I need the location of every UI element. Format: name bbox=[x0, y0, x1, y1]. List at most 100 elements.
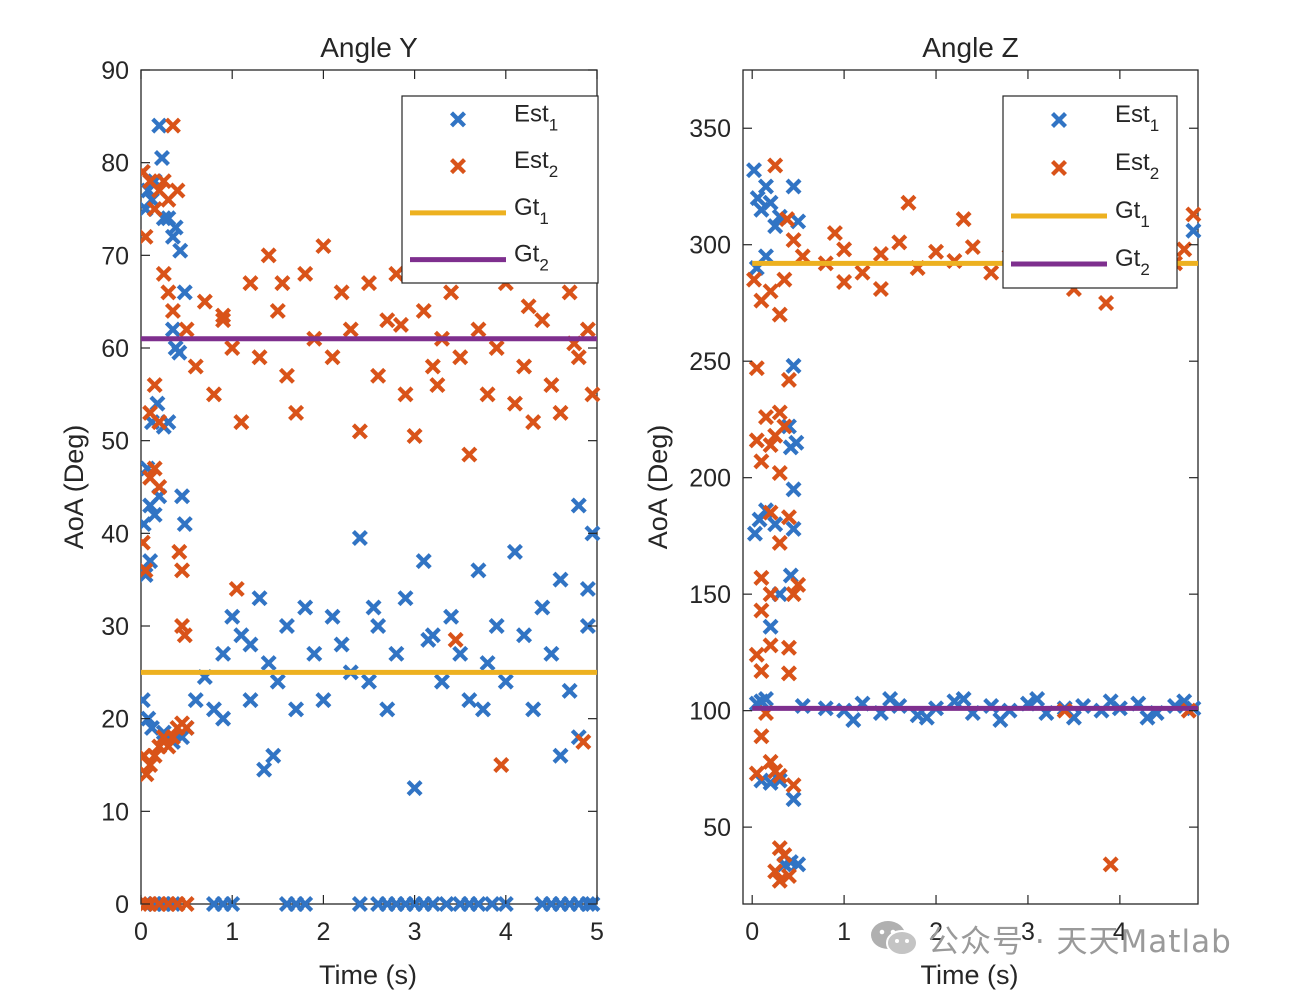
data-point bbox=[164, 302, 181, 319]
data-point bbox=[278, 618, 295, 634]
data-point bbox=[452, 645, 469, 662]
legend-marker-est1 bbox=[1051, 112, 1067, 128]
data-point bbox=[771, 767, 788, 784]
data-point bbox=[164, 117, 181, 134]
data-point bbox=[762, 618, 779, 635]
data-point bbox=[780, 639, 797, 656]
data-point bbox=[470, 562, 487, 579]
data-point bbox=[780, 371, 797, 388]
data-point bbox=[506, 395, 523, 412]
data-point bbox=[762, 194, 779, 211]
data-point bbox=[753, 602, 770, 619]
data-point bbox=[151, 117, 168, 134]
data-point bbox=[776, 847, 793, 864]
data-point bbox=[176, 627, 193, 644]
data-point bbox=[461, 692, 478, 709]
data-point bbox=[415, 302, 432, 319]
data-point bbox=[142, 553, 159, 570]
data-point bbox=[854, 264, 871, 281]
chart-title: Angle Y bbox=[320, 32, 418, 63]
data-point bbox=[443, 284, 460, 301]
data-point bbox=[780, 665, 797, 682]
data-point bbox=[964, 239, 981, 256]
data-point bbox=[178, 719, 195, 736]
data-point bbox=[443, 608, 460, 625]
data-point bbox=[397, 590, 414, 607]
data-point bbox=[488, 340, 505, 356]
data-point bbox=[584, 386, 601, 403]
data-point bbox=[579, 618, 596, 634]
data-point bbox=[146, 201, 163, 217]
data-point bbox=[748, 432, 765, 449]
data-point bbox=[306, 645, 323, 662]
data-point bbox=[164, 729, 181, 746]
data-point bbox=[242, 275, 259, 292]
data-point bbox=[1185, 206, 1202, 223]
data-point bbox=[771, 465, 788, 482]
data-point bbox=[836, 241, 853, 258]
data-point bbox=[324, 349, 341, 366]
data-point bbox=[452, 349, 469, 366]
data-point bbox=[288, 404, 305, 421]
data-point bbox=[315, 238, 332, 255]
data-point bbox=[767, 516, 784, 533]
data-point bbox=[142, 757, 159, 773]
data-layer bbox=[746, 157, 1202, 889]
data-point bbox=[785, 520, 802, 537]
data-point bbox=[488, 618, 505, 634]
y-tick-label: 300 bbox=[689, 232, 731, 260]
y-tick-label: 20 bbox=[101, 706, 129, 734]
data-point bbox=[315, 692, 332, 709]
data-point bbox=[767, 157, 784, 174]
data-point bbox=[424, 358, 441, 375]
data-point bbox=[794, 248, 811, 265]
data-point bbox=[785, 777, 802, 794]
data-point bbox=[579, 896, 596, 912]
wechat-icon bbox=[871, 921, 918, 956]
data-point bbox=[749, 190, 766, 207]
data-point bbox=[520, 298, 537, 315]
data-point bbox=[297, 896, 314, 912]
data-point bbox=[525, 701, 542, 718]
data-point bbox=[561, 284, 578, 301]
data-point bbox=[406, 428, 423, 445]
legend-label-subscript: 1 bbox=[1140, 212, 1149, 231]
data-point bbox=[379, 312, 396, 329]
data-point bbox=[351, 896, 368, 912]
legend-label-subscript: 2 bbox=[549, 162, 558, 181]
legend-label-subscript: 2 bbox=[1140, 260, 1149, 279]
chart-angle-z: 0 1 2 3 4 50 100 150 200 250 300 350 Angle Z Time (s)… bbox=[643, 32, 1202, 990]
data-point bbox=[461, 446, 478, 463]
data-point bbox=[785, 481, 802, 498]
data-point bbox=[171, 344, 188, 361]
data-point bbox=[324, 608, 341, 625]
data-point bbox=[757, 248, 774, 265]
data-point bbox=[169, 182, 186, 199]
data-point bbox=[475, 701, 491, 718]
data-point bbox=[141, 534, 151, 551]
data-point bbox=[753, 663, 770, 680]
data-point bbox=[361, 673, 377, 690]
x-tick-label: 2 bbox=[316, 918, 330, 946]
data-point bbox=[187, 358, 204, 375]
data-point bbox=[928, 243, 945, 260]
data-point bbox=[771, 404, 788, 421]
y-tick-label: 150 bbox=[689, 581, 731, 609]
data-point bbox=[506, 543, 523, 560]
y-tick-label: 350 bbox=[689, 115, 731, 143]
data-point bbox=[260, 247, 277, 264]
data-point bbox=[543, 377, 560, 394]
data-point bbox=[771, 872, 788, 889]
data-point bbox=[215, 710, 232, 727]
data-point bbox=[256, 761, 273, 778]
data-point bbox=[790, 576, 807, 593]
data-point bbox=[141, 567, 154, 584]
data-point bbox=[174, 562, 191, 579]
data-point bbox=[552, 404, 569, 421]
data-point bbox=[196, 293, 213, 310]
y-tick-label: 10 bbox=[101, 798, 129, 826]
data-point bbox=[746, 271, 763, 288]
y-tick-label: 30 bbox=[101, 613, 129, 641]
data-point bbox=[882, 691, 899, 707]
